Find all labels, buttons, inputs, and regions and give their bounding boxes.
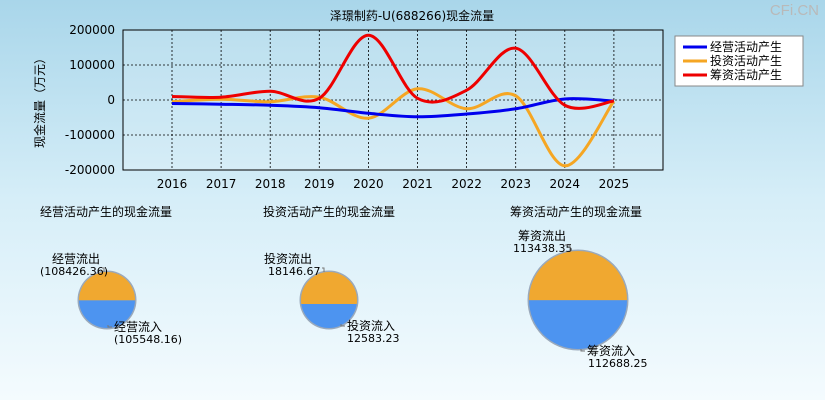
x-tick-label: 2022 (451, 177, 482, 191)
x-tick-label: 2021 (402, 177, 433, 191)
pie-label-outflow: 筹资流出 (518, 229, 566, 243)
pie-value-inflow: 12583.23 (347, 332, 400, 345)
x-tick-label: 2023 (500, 177, 531, 191)
pie-value-inflow: 112688.25 (588, 357, 648, 370)
y-tick-label: -100000 (65, 128, 115, 142)
y-tick-label: 0 (107, 93, 115, 107)
pie-value-outflow: (108426.36) (40, 265, 108, 278)
pie-title: 投资活动产生的现金流量 (263, 204, 395, 219)
x-tick-label: 2016 (157, 177, 188, 191)
x-tick-label: 2018 (255, 177, 286, 191)
y-tick-label: 200000 (69, 23, 115, 37)
legend-label: 经营活动产生 (710, 40, 782, 54)
y-tick-label: 100000 (69, 58, 115, 72)
pie-label-inflow: 筹资流入 (587, 344, 635, 358)
pie-value-outflow: 113438.35 (513, 242, 573, 255)
pie-label-outflow: 经营流出 (52, 252, 100, 266)
x-tick-label: 2017 (206, 177, 237, 191)
pie-slice-outflow (529, 250, 627, 301)
pie-leader-inflow (107, 325, 112, 328)
pie-title: 筹资活动产生的现金流量 (510, 204, 642, 219)
pie-leader-outflow (102, 267, 105, 272)
pie-slice-inflow (529, 300, 627, 349)
pie-slice-inflow (301, 303, 357, 328)
pie-value-outflow: 18146.67 (268, 265, 321, 278)
watermark: CFi.CN (769, 2, 819, 19)
y-tick-label: -200000 (65, 163, 115, 177)
pie-label-inflow: 投资流入 (347, 318, 395, 333)
pie-slice-inflow (79, 300, 135, 329)
pie-value-inflow: (105548.16) (114, 333, 182, 346)
pie-leader-inflow (580, 349, 585, 352)
pie-label-inflow: 经营流入 (114, 320, 162, 334)
x-tick-label: 2020 (353, 177, 384, 191)
legend-label: 投资活动产生 (710, 53, 782, 68)
y-axis-label: 现金流量（万元） (32, 52, 47, 148)
x-tick-label: 2024 (550, 177, 581, 191)
legend-label: 筹资活动产生 (710, 68, 782, 82)
series-line-1 (171, 87, 616, 168)
pie-leader-outflow (565, 244, 571, 251)
pie-slice-outflow (79, 272, 135, 301)
series-line-0 (171, 97, 614, 119)
series-line-2 (171, 33, 615, 110)
pie-title: 经营活动产生的现金流量 (40, 204, 172, 219)
chart-title: 泽璟制药-U(688266)现金流量 (330, 8, 494, 23)
x-tick-label: 2025 (599, 177, 630, 191)
pie-leader-outflow (322, 267, 325, 272)
x-tick-label: 2019 (304, 177, 335, 191)
pie-leader-inflow (340, 324, 345, 327)
pie-label-outflow: 投资流出 (264, 251, 312, 266)
pie-slice-outflow (300, 271, 357, 304)
